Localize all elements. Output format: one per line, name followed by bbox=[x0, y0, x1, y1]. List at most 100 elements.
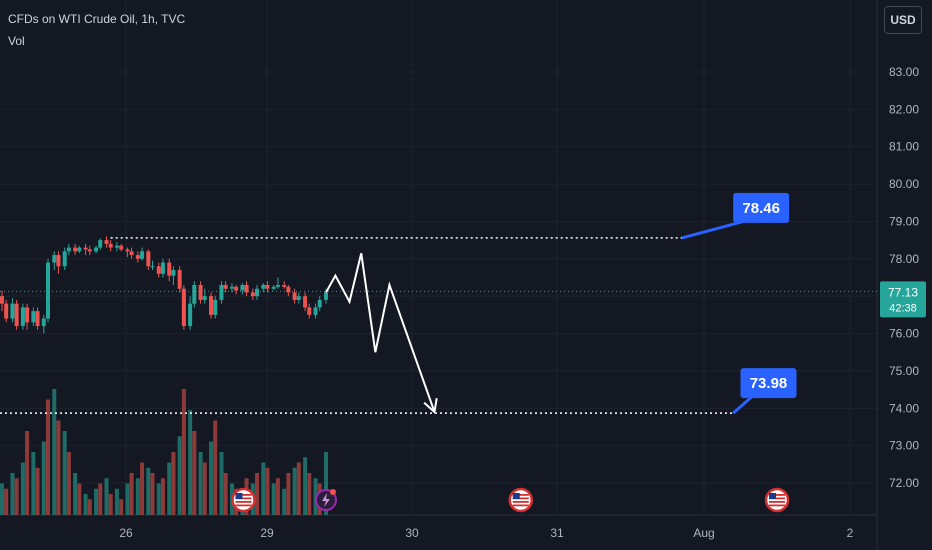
candle-body bbox=[171, 270, 176, 276]
candle-body bbox=[303, 296, 308, 308]
candle-body bbox=[83, 247, 88, 250]
y-tick-label: 81.00 bbox=[889, 140, 919, 154]
candle-body bbox=[192, 284, 197, 304]
candle-body bbox=[62, 251, 67, 267]
callout-box bbox=[740, 368, 797, 399]
volume-bar bbox=[156, 483, 161, 515]
volume-bar bbox=[219, 452, 224, 515]
candle-body bbox=[317, 299, 322, 308]
volume-bar bbox=[129, 473, 134, 515]
volume-bar bbox=[265, 467, 270, 515]
us-flag-icon-stripe bbox=[235, 504, 252, 507]
volume-bar bbox=[324, 452, 328, 515]
us-flag-icon[interactable] bbox=[508, 487, 533, 513]
candle-body bbox=[292, 292, 297, 300]
volume-bar bbox=[255, 473, 260, 515]
y-tick-label: 83.00 bbox=[889, 65, 919, 79]
candle-body bbox=[45, 262, 50, 319]
forecast-path bbox=[325, 252, 438, 414]
candle-body bbox=[77, 247, 82, 252]
us-flag-icon-stripe bbox=[235, 501, 252, 503]
us-flag-icon-stripe bbox=[512, 504, 529, 507]
callout-label: 73.98 bbox=[750, 375, 788, 392]
volume-bar bbox=[25, 431, 30, 515]
y-tick-label: 74.00 bbox=[889, 401, 919, 415]
volume-bar bbox=[20, 462, 25, 515]
us-flag-icon[interactable] bbox=[231, 487, 256, 513]
currency-button[interactable]: USD bbox=[884, 6, 922, 34]
volume-bar bbox=[188, 410, 193, 515]
us-flag-icon-canton bbox=[235, 493, 243, 499]
volume-bar bbox=[209, 441, 214, 515]
candle-body bbox=[202, 296, 207, 300]
candle-body bbox=[255, 288, 260, 297]
volume-bar bbox=[73, 473, 78, 515]
price-lines bbox=[0, 237, 877, 414]
us-flag-icon-stripe bbox=[769, 494, 785, 496]
candle-body bbox=[286, 286, 291, 293]
volume-bar bbox=[56, 420, 61, 515]
candle-body bbox=[240, 284, 245, 291]
candle-body bbox=[114, 245, 119, 248]
lightning-icon[interactable] bbox=[315, 489, 337, 511]
volume-bar bbox=[223, 473, 228, 515]
volume-bar bbox=[108, 494, 113, 515]
candle-body bbox=[10, 303, 15, 319]
us-flag-icon-stripe bbox=[769, 501, 785, 503]
x-tick-label: 2 bbox=[847, 526, 854, 540]
volume-bar bbox=[4, 488, 9, 515]
volume-bar bbox=[77, 483, 82, 515]
volume-bar bbox=[202, 462, 207, 515]
volume-bar bbox=[104, 478, 109, 515]
candle-body bbox=[146, 251, 151, 267]
candle-body bbox=[296, 296, 301, 300]
candle-body bbox=[209, 296, 214, 315]
y-tick-label: 78.00 bbox=[889, 252, 919, 266]
volume-bar bbox=[177, 436, 182, 515]
candle-body bbox=[261, 284, 266, 289]
us-flag-icon-stripe bbox=[512, 497, 529, 500]
volume-bar bbox=[62, 431, 67, 515]
x-tick-label: 31 bbox=[550, 526, 564, 540]
y-tick-label: 73.00 bbox=[889, 439, 919, 453]
candle-body bbox=[160, 262, 165, 274]
lightning-icon-bolt bbox=[322, 493, 330, 507]
candle-body bbox=[66, 247, 71, 252]
us-flag-icon[interactable] bbox=[764, 487, 790, 513]
volume-bar bbox=[296, 462, 301, 515]
price-callouts: 78.46 73.98 bbox=[681, 192, 797, 415]
candle-body bbox=[188, 303, 193, 327]
candle-body bbox=[167, 262, 172, 276]
volume-bar bbox=[150, 473, 155, 515]
volume-bar bbox=[114, 488, 119, 515]
symbol-title: CFDs on WTI Crude Oil, 1h, TVC bbox=[8, 12, 186, 26]
volume-bar bbox=[181, 389, 186, 515]
volume-bar bbox=[303, 457, 308, 515]
forecast-arrowhead bbox=[423, 398, 438, 414]
candle-body bbox=[213, 299, 218, 315]
candle-body bbox=[52, 255, 57, 263]
candle-body bbox=[125, 249, 130, 252]
volume-bar bbox=[94, 488, 99, 515]
volume-bar bbox=[171, 452, 176, 515]
volume-bar bbox=[261, 462, 266, 515]
volume-bar bbox=[146, 467, 151, 515]
volume-bar bbox=[213, 420, 218, 515]
callout-pointer bbox=[681, 219, 746, 240]
event-icons[interactable] bbox=[231, 487, 790, 513]
lightning-icon-dot bbox=[330, 489, 336, 495]
y-tick-label: 82.00 bbox=[889, 102, 919, 116]
y-tick-label: 80.00 bbox=[889, 177, 919, 191]
candle-body bbox=[313, 307, 318, 315]
volume-bars bbox=[0, 389, 328, 515]
y-tick-label: 79.00 bbox=[889, 214, 919, 228]
volume-bar bbox=[10, 473, 15, 515]
candle-body bbox=[4, 303, 9, 319]
candle-body bbox=[234, 286, 239, 291]
callout-box bbox=[733, 192, 790, 223]
volume-indicator-label[interactable]: Vol bbox=[8, 34, 25, 48]
candle-body bbox=[104, 240, 109, 244]
candle-body bbox=[223, 284, 228, 289]
candle-body bbox=[150, 266, 155, 268]
